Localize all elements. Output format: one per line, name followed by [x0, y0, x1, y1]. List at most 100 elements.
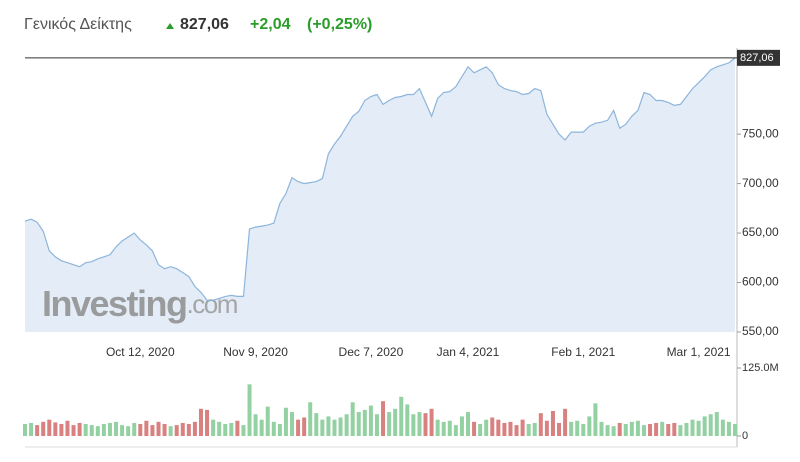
volume-bar: [465, 412, 470, 436]
volume-bar: [605, 425, 610, 436]
volume-bar: [538, 413, 543, 436]
y-tick-label: 600,00: [742, 275, 779, 289]
y-tick-label: 750,00: [742, 126, 779, 140]
volume-bar: [174, 425, 179, 436]
volume-bar: [35, 425, 40, 436]
price-change-percent: (+0,25%): [307, 16, 372, 33]
y-tick-label: 700,00: [742, 176, 779, 190]
volume-bar: [338, 417, 343, 436]
volume-bar: [356, 412, 361, 436]
volume-bar: [569, 421, 574, 436]
volume-bar: [95, 426, 100, 436]
x-tick-label: Mar 1, 2021: [667, 345, 731, 359]
volume-bar: [654, 422, 659, 436]
volume-bar: [726, 421, 731, 436]
up-arrow: [166, 23, 174, 29]
volume-bar: [599, 421, 604, 436]
volume-bar: [520, 419, 525, 436]
volume-bar: [459, 416, 464, 436]
volume-bar: [23, 424, 27, 436]
volume-bar: [563, 408, 568, 436]
volume-bar: [648, 424, 653, 436]
volume-bar: [229, 422, 234, 436]
volume-bar: [399, 396, 404, 436]
volume-bar: [641, 425, 646, 436]
volume-bar: [198, 408, 203, 436]
volume-bar: [393, 408, 398, 436]
volume-bar: [308, 402, 313, 436]
volume-bar: [290, 412, 295, 436]
volume-bar: [490, 417, 495, 436]
volume-bar: [611, 426, 616, 436]
volume-bar: [526, 424, 531, 436]
volume-bar: [168, 426, 173, 436]
volume-bar: [696, 420, 701, 436]
volume-bar: [484, 419, 489, 436]
volume-bar: [472, 421, 477, 436]
volume-bar: [114, 421, 119, 436]
volume-bar: [666, 424, 671, 436]
volume-bar: [53, 422, 58, 436]
volume-bar: [283, 407, 288, 436]
volume-bar: [29, 422, 34, 436]
volume-bar: [708, 414, 713, 436]
volume-bar: [508, 421, 513, 436]
volume-bar: [478, 424, 483, 436]
volume-bar: [126, 426, 131, 436]
volume-bar: [101, 424, 106, 436]
volume-bar: [575, 420, 580, 436]
last-price: 827,06: [180, 16, 229, 33]
volume-bar: [660, 421, 665, 436]
volume-bar: [211, 419, 216, 436]
volume-bar: [77, 422, 82, 436]
volume-bar: [277, 424, 282, 436]
volume-bar: [405, 404, 410, 436]
volume-bar: [144, 420, 149, 436]
volume-bar: [138, 424, 143, 436]
volume-bar: [411, 414, 416, 436]
volume-bar: [381, 401, 386, 436]
volume-bar: [156, 421, 161, 436]
volume-bar: [296, 419, 301, 436]
y-tick-label: 650,00: [742, 225, 779, 239]
y-tick-label: 550,00: [742, 324, 779, 338]
volume-bar: [132, 422, 137, 436]
volume-bar: [150, 425, 155, 436]
volume-bar: [107, 422, 112, 436]
volume-bar: [344, 414, 349, 436]
volume-bar: [684, 422, 689, 436]
volume-bar: [71, 425, 76, 436]
volume-bar: [502, 422, 507, 436]
volume-bar: [532, 422, 537, 436]
volume-bar: [180, 422, 185, 436]
volume-bar: [417, 412, 422, 436]
volume-bar: [253, 414, 258, 436]
volume-bar: [89, 425, 94, 436]
x-tick-label: Dec 7, 2020: [339, 345, 404, 359]
volume-bar: [387, 412, 392, 436]
volume-bar: [326, 416, 331, 436]
volume-bar: [223, 424, 228, 436]
volume-bar: [271, 421, 276, 436]
volume-bar: [368, 405, 373, 436]
volume-tick-label: 125.0M: [742, 362, 779, 374]
volume-bar: [186, 424, 191, 436]
volume-bar: [441, 421, 446, 436]
volume-bar: [247, 384, 252, 436]
volume-bar: [617, 422, 622, 436]
price-change: +2,04: [250, 16, 291, 33]
volume-bar: [235, 420, 240, 436]
volume-bar: [65, 420, 70, 436]
watermark: Investing.com: [42, 283, 237, 324]
volume-bar: [557, 422, 562, 436]
volume-bar: [635, 420, 640, 436]
volume-tick-label: 0: [742, 430, 748, 442]
x-tick-label: Nov 9, 2020: [223, 345, 288, 359]
volume-bar: [350, 402, 355, 436]
volume-bar: [302, 417, 307, 436]
volume-bar: [550, 410, 555, 436]
x-tick-label: Oct 12, 2020: [106, 345, 175, 359]
volume-bar: [720, 419, 725, 436]
last-price-box: [737, 49, 780, 66]
